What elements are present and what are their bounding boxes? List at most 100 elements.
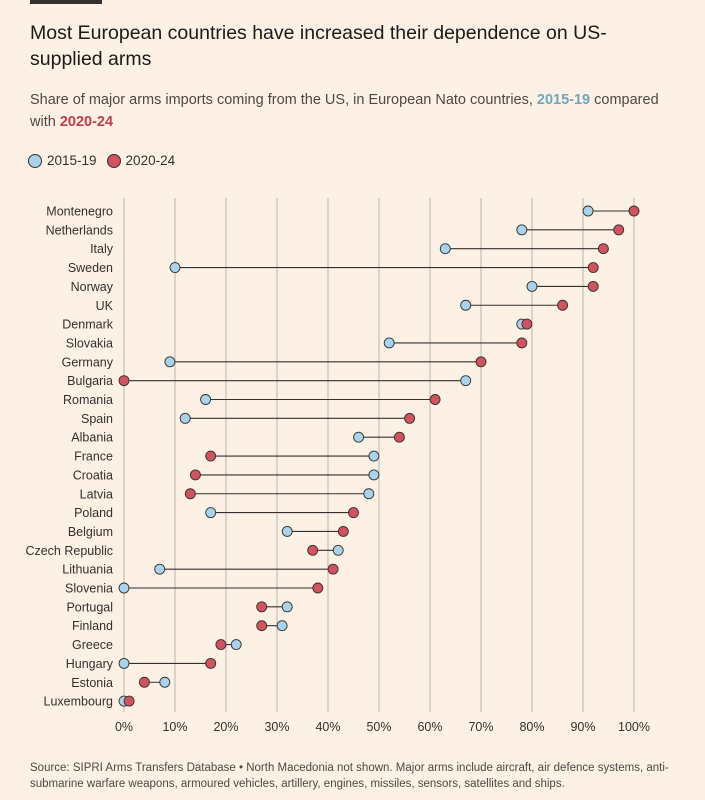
point-2020-24 <box>337 526 349 537</box>
point-2020-24 <box>521 318 533 330</box>
point-2015-19 <box>281 526 293 537</box>
country-label: Sweden <box>68 261 113 275</box>
country-label: Spain <box>81 412 113 426</box>
country-label: Greece <box>72 638 113 652</box>
top-rule <box>30 0 102 4</box>
legend-item-2020-24: 2020-24 <box>106 153 176 168</box>
point-2015-19 <box>363 488 375 500</box>
country-label: Netherlands <box>46 223 113 237</box>
x-tick-label: 70% <box>468 720 493 734</box>
point-2015-19 <box>368 450 380 462</box>
legend-item-2015-19: 2015-19 <box>28 153 97 168</box>
legend-label-2015-19: 2015-19 <box>47 153 97 168</box>
point-2015-19 <box>118 657 130 669</box>
x-tick-label: 80% <box>519 720 544 734</box>
point-2020-24 <box>587 262 599 273</box>
point-2020-24 <box>138 676 150 688</box>
point-2020-24 <box>307 544 319 556</box>
point-2020-24 <box>312 582 324 594</box>
legend-dot-2020-24 <box>106 153 121 168</box>
country-label: Romania <box>63 393 113 407</box>
subtitle-period-2020-24: 2020-24 <box>59 114 114 130</box>
country-label: Croatia <box>73 468 113 482</box>
country-label: Slovenia <box>65 582 113 596</box>
point-2015-19 <box>332 544 344 556</box>
x-tick-label: 20% <box>213 720 238 734</box>
country-label: Poland <box>74 506 113 520</box>
country-label: Italy <box>90 242 114 256</box>
country-label: Bulgaria <box>67 374 113 388</box>
point-2020-24 <box>393 431 405 443</box>
legend: 2015-19 2020-24 <box>28 153 185 168</box>
point-2020-24 <box>557 299 569 311</box>
x-tick-label: 100% <box>618 720 650 734</box>
country-label: Portugal <box>66 600 113 614</box>
point-2015-19 <box>383 337 395 349</box>
x-tick-label: 30% <box>264 720 289 734</box>
subtitle-text-middle: compared with <box>30 92 659 130</box>
point-2020-24 <box>205 450 217 462</box>
point-2015-19 <box>439 243 451 255</box>
point-2015-19 <box>230 639 242 650</box>
point-2020-24 <box>118 375 130 387</box>
x-tick-label: 60% <box>417 720 442 734</box>
x-tick-label: 90% <box>570 720 595 734</box>
point-2020-24 <box>327 563 339 575</box>
point-2015-19 <box>179 412 191 424</box>
point-2015-19 <box>368 469 380 481</box>
point-2015-19 <box>159 676 171 688</box>
source-note: Source: SIPRI Arms Transfers Database • … <box>30 762 669 790</box>
point-2015-19 <box>353 431 365 443</box>
point-2015-19 <box>205 507 217 519</box>
point-2020-24 <box>215 639 227 650</box>
country-label: Montenegro <box>46 205 113 219</box>
subtitle-period-2015-19: 2015-19 <box>536 92 591 108</box>
country-label: Albania <box>71 431 113 445</box>
legend-dot-2015-19 <box>28 153 42 168</box>
point-2020-24 <box>189 469 201 481</box>
point-2020-24 <box>348 507 359 519</box>
point-2015-19 <box>164 356 176 368</box>
point-2020-24 <box>628 205 640 217</box>
country-label: Estonia <box>71 676 113 690</box>
x-tick-label: 10% <box>162 720 187 734</box>
point-2020-24 <box>429 394 441 405</box>
point-2020-24 <box>184 488 196 500</box>
country-label: UK <box>96 299 114 313</box>
point-2015-19 <box>281 601 293 613</box>
point-2015-19 <box>118 582 130 594</box>
point-2020-24 <box>256 620 268 632</box>
point-2015-19 <box>169 262 181 273</box>
country-label: Norway <box>71 280 114 294</box>
country-label: Lithuania <box>62 563 113 577</box>
point-2015-19 <box>154 563 166 575</box>
country-label: Finland <box>72 619 113 633</box>
point-2020-24 <box>613 224 625 236</box>
point-2015-19 <box>582 205 594 217</box>
country-label: Germany <box>62 355 114 369</box>
point-2015-19 <box>276 620 288 632</box>
country-label: Hungary <box>66 657 114 671</box>
point-2020-24 <box>404 412 416 424</box>
point-2020-24 <box>205 657 217 669</box>
country-label: Denmark <box>62 318 113 332</box>
point-2020-24 <box>256 601 268 613</box>
point-2015-19 <box>200 394 212 405</box>
legend-label-2020-24: 2020-24 <box>125 153 176 168</box>
x-tick-label: 0% <box>115 720 133 734</box>
x-tick-label: 40% <box>315 720 340 734</box>
point-2020-24 <box>123 695 135 707</box>
point-2015-19 <box>516 224 528 236</box>
country-label: Latvia <box>80 487 113 501</box>
point-2020-24 <box>516 337 528 349</box>
chart-title: Most European countries have increased t… <box>30 22 607 70</box>
point-2015-19 <box>460 375 472 387</box>
chart-subtitle: Share of major arms imports coming from … <box>30 89 670 133</box>
subtitle-text: Share of major arms imports coming from … <box>30 92 537 108</box>
point-2015-19 <box>526 280 538 292</box>
point-2020-24 <box>597 243 609 255</box>
country-label: Luxembourg <box>44 695 114 709</box>
x-tick-label: 50% <box>366 720 391 734</box>
country-label: Slovakia <box>66 336 113 350</box>
country-label: Belgium <box>68 525 113 539</box>
